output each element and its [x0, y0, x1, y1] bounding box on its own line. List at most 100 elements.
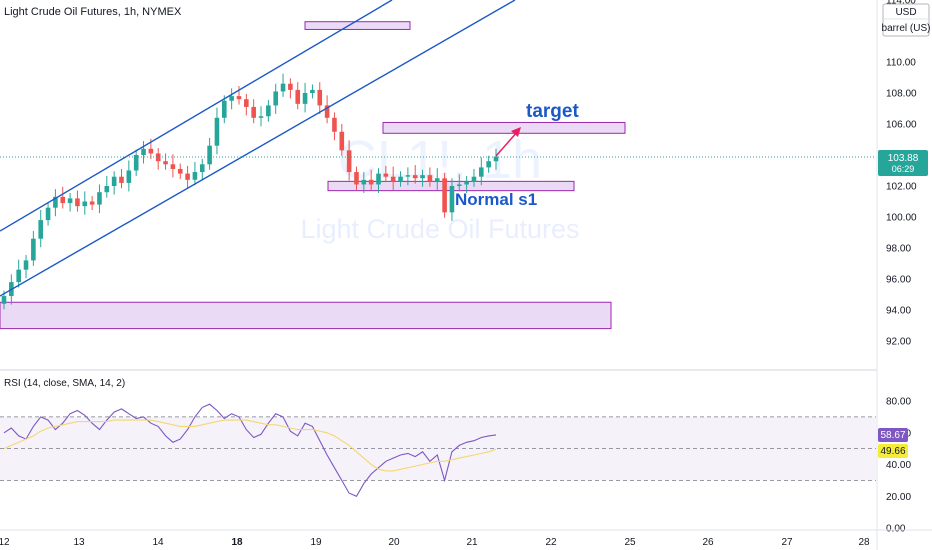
candle-body-7 — [53, 196, 58, 208]
candle-body-33 — [244, 99, 249, 107]
candle-body-48 — [354, 172, 359, 185]
candle-body-15 — [111, 176, 117, 186]
price-tick-0: 114.00 — [886, 0, 916, 7]
last-price-value: 103.88 — [888, 153, 919, 164]
candle-body-34 — [251, 106, 256, 118]
rsi-series-0 — [3, 403, 497, 497]
price-tick-6: 102.00 — [886, 182, 917, 193]
candle-body-56 — [412, 175, 418, 179]
candle-body-45 — [332, 117, 337, 132]
watermark-name: Light Crude Oil Futures — [300, 214, 579, 244]
rsi-value: 58.67 — [880, 430, 905, 441]
candle-body-10 — [75, 198, 80, 207]
candle-body-54 — [398, 176, 403, 182]
rsi-tick-2: 40.00 — [886, 460, 911, 471]
candle-body-61 — [449, 186, 455, 213]
time-tick-3: 18 — [231, 537, 243, 548]
last-price-tag: 103.88 06:29 — [878, 150, 928, 176]
currency-box[interactable]: USD barrel (US) — [882, 3, 931, 37]
rsi-sma-value: 49.66 — [880, 446, 905, 457]
candle-body-60 — [442, 178, 447, 213]
price-tick-8: 98.00 — [886, 244, 911, 255]
time-tick-6: 21 — [466, 537, 478, 548]
rsi-tick-3: 20.00 — [886, 492, 911, 503]
time-tick-8: 25 — [624, 537, 636, 548]
time-tick-10: 27 — [781, 537, 793, 548]
last-price-tag-bg — [878, 150, 928, 176]
rsi-sma-tag: 49.66 — [878, 444, 908, 458]
candle-body-13 — [97, 192, 102, 205]
channel-upper-line — [0, 0, 393, 232]
candle-body-55 — [405, 175, 411, 177]
candle-body-49 — [361, 179, 367, 185]
candle-body-9 — [67, 198, 73, 204]
candle-body-36 — [266, 105, 271, 117]
rsi-value-tag-bg — [878, 428, 908, 442]
zone-1 — [382, 121, 626, 134]
candle-body-5 — [38, 220, 44, 239]
candle-body-38 — [280, 83, 286, 92]
candle-body-23 — [170, 164, 176, 169]
price-tick-2: 110.00 — [886, 58, 916, 69]
time-tick-11: 28 — [858, 537, 870, 548]
candle-body-28 — [207, 145, 212, 165]
time-tick-5: 20 — [388, 537, 400, 548]
candle-body-4 — [31, 238, 36, 261]
target-arrowhead — [511, 127, 521, 137]
candle-body-41 — [302, 93, 308, 104]
candle-body-52 — [383, 173, 389, 177]
rsi-tick-4: 0.00 — [886, 524, 906, 535]
candle-body-44 — [324, 105, 330, 118]
price-tick-7: 100.00 — [886, 213, 917, 224]
candle-body-62 — [456, 184, 462, 186]
candle-body-59 — [434, 178, 440, 182]
candle-body-2 — [16, 269, 21, 283]
candle-body-20 — [148, 148, 154, 154]
zone-0 — [304, 21, 411, 30]
candle-body-25 — [185, 173, 190, 180]
time-tick-0: 12 — [0, 537, 10, 548]
price-tick-9: 96.00 — [886, 275, 911, 286]
target-arrow — [495, 127, 521, 157]
support-label: Normal s1 — [455, 190, 537, 209]
currency-measure: barrel (US) — [882, 23, 931, 34]
candle-body-58 — [427, 175, 433, 182]
candle-body-63 — [464, 181, 469, 185]
rsi-label: RSI (14, close, SMA, 14, 2) — [4, 378, 125, 389]
zones-layer — [0, 21, 626, 330]
candle-body-66 — [486, 161, 491, 168]
rsi-sma-tag-bg — [878, 444, 908, 458]
price-tick-3: 108.00 — [886, 89, 917, 100]
candle-body-42 — [310, 89, 315, 93]
candle-body-67 — [493, 156, 499, 162]
candle-body-11 — [82, 201, 88, 207]
candle-body-53 — [390, 176, 396, 182]
price-tick-10: 94.00 — [886, 306, 911, 317]
candle-body-16 — [119, 176, 124, 183]
candle-body-0 — [1, 296, 7, 304]
time-axis: 12 13 14 18 19 20 21 22 25 26 27 28 — [0, 537, 870, 548]
candle-body-12 — [89, 201, 95, 205]
chart-title: Light Crude Oil Futures, 1h, NYMEX — [4, 6, 182, 18]
rsi-tick-0: 80.00 — [886, 397, 911, 408]
zone-3 — [0, 301, 612, 330]
target-arrow-shaft — [495, 130, 519, 157]
candle-body-30 — [221, 100, 227, 118]
time-tick-7: 22 — [545, 537, 557, 548]
candle-body-26 — [192, 172, 198, 180]
candle-body-57 — [420, 175, 425, 179]
candle-body-64 — [471, 176, 477, 182]
candle-body-65 — [479, 167, 484, 177]
candle-body-46 — [339, 131, 345, 151]
candle-body-35 — [258, 116, 264, 118]
time-tick-9: 26 — [702, 537, 714, 548]
candle-body-8 — [60, 196, 66, 204]
candle-body-39 — [288, 83, 293, 90]
candle-body-40 — [295, 89, 301, 104]
candle-body-21 — [155, 153, 161, 162]
candle-body-17 — [126, 170, 132, 183]
candle-body-19 — [141, 148, 146, 155]
candle-body-51 — [376, 173, 381, 185]
